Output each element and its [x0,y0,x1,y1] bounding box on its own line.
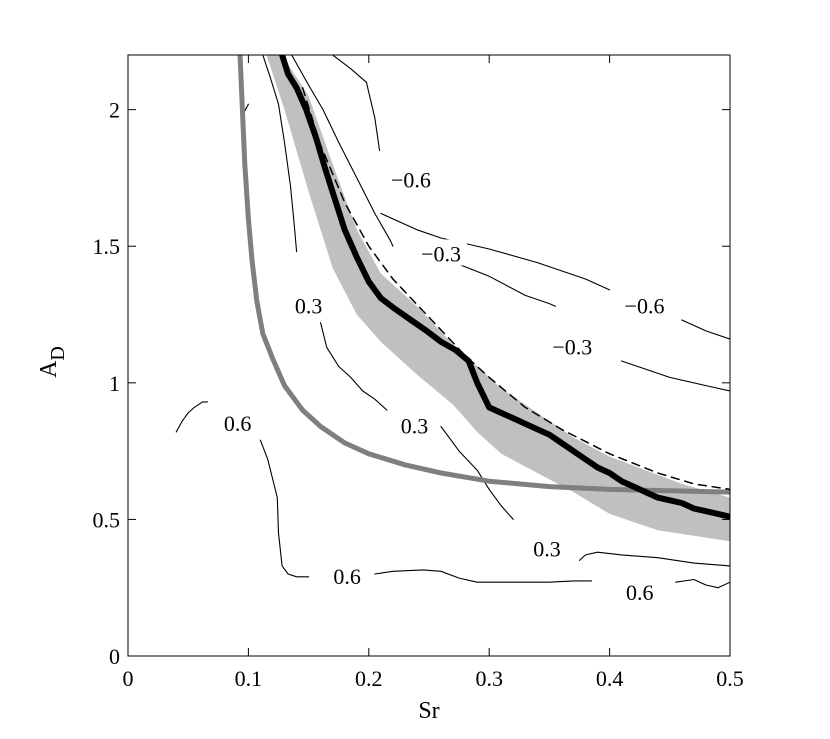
contour-label-bg [546,332,599,359]
contour-label-5: 0.3 [288,291,330,318]
y-tick-label: 1.5 [93,234,121,259]
contour-label-3: −0.6 [618,291,671,318]
contour-label-1: −0.6 [384,165,437,193]
x-tick-label: 0.5 [716,666,744,691]
contour-label-text: 0.3 [295,293,323,318]
contour-label-bg [619,578,661,605]
contour-label-10: 0.6 [619,578,661,605]
y-axis-title-subscript: D [47,346,69,360]
contour-line-2 [380,212,611,291]
plot-frame [127,54,731,657]
contour-line-13 [374,569,593,583]
contour-label-2: −0.3 [415,239,468,266]
contour-label-text: 0.3 [401,414,429,439]
contour-label-text: −0.6 [625,293,665,318]
x-tick-label: 0.3 [475,666,503,691]
series-dashed [301,87,730,491]
contour-line-8 [320,322,388,411]
x-axis-title: Sr [418,698,439,724]
contour-label-text: 0.6 [333,564,361,589]
contour-label-text: −0.6 [391,168,431,193]
tick-layer: 0 0.1 0.2 0.3 0.4 0.5 0 0.5 1 1.5 2 [93,55,744,691]
contour-label-bg [526,534,568,561]
contour-line-6 [621,360,730,392]
contour-label-9: 0.6 [326,561,368,589]
y-axis-title: AD [36,346,69,378]
contour-label-text: 0.3 [533,536,561,561]
annotation-layer: −0.6 −0.3 −0.6 −0.3 0.3 0.3 0.6 0.3 0.6 0.6 [217,165,671,605]
y-tick-label: 0 [109,644,120,669]
contour-label-text: 0.6 [626,580,654,605]
series-thick-gray [237,55,730,495]
series-thick-black [279,55,730,520]
contour-line-5 [440,256,556,307]
contour-line-4 [291,55,394,247]
contour-label-bg [288,291,330,318]
contour-line-14 [578,551,730,567]
contour-label-bg [618,291,671,318]
contour-label-8: 0.3 [526,534,568,561]
series-layer [237,55,730,520]
contour-label-6: 0.3 [394,411,436,439]
y-tick-label: 2 [109,98,120,123]
y-tick-label: 1 [109,371,120,396]
contour-line-11 [175,401,209,433]
contour-line-1 [332,55,381,152]
contour-label-bg [217,408,259,435]
svg-text:AD: AD [36,346,69,378]
contour-label-text: −0.3 [421,241,461,266]
x-tick-label: 0 [123,666,134,691]
y-tick-label: 0.5 [93,507,121,532]
contour-label-7: 0.6 [217,408,259,436]
contour-line-12 [259,439,310,578]
x-tick-label: 0.2 [355,666,383,691]
x-tick-label: 0.4 [596,666,624,691]
contour-label-4: −0.3 [546,332,599,359]
x-tick-label: 0.1 [235,666,263,691]
contour-label-bg [384,165,437,192]
contour-label-bg [415,239,468,266]
contour-line-15 [675,578,730,589]
contour-line-3 [681,319,730,340]
contour-label-text: −0.3 [552,334,592,359]
contour-label-text: 0.6 [224,411,252,436]
contour-line-7 [262,55,298,253]
contour-label-bg [394,411,436,438]
contour-label-bg [326,561,368,588]
y-axis-title-main: A [36,360,62,378]
